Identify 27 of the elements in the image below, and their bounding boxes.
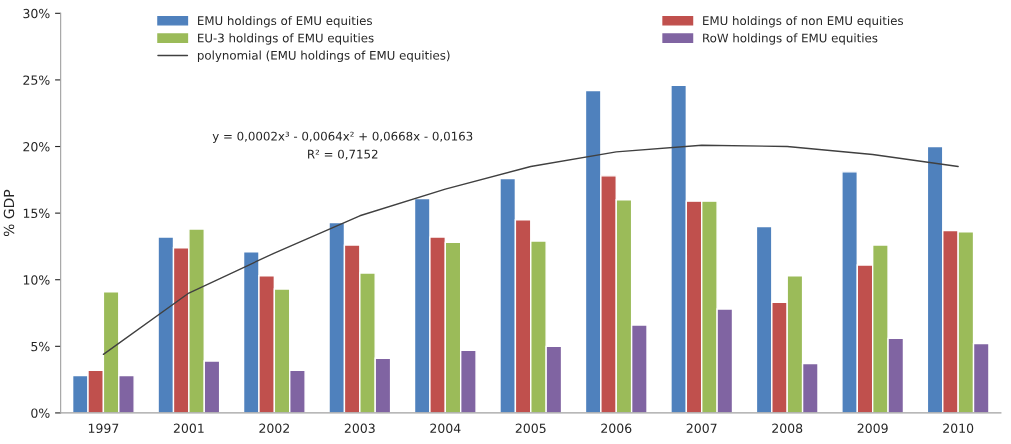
legend-label: RoW holdings of EMU equities: [703, 33, 878, 45]
y-tick-label: 0%: [31, 408, 50, 418]
x-tick-label: 2007: [686, 423, 717, 434]
x-tick-label: 2008: [772, 423, 803, 434]
legend-label: polynomial (EMU holdings of EMU equities): [197, 50, 450, 63]
x-tick-label: 2006: [601, 423, 632, 434]
y-tick-label: 15%: [23, 208, 50, 219]
x-tick-label: 2010: [943, 423, 974, 434]
x-tick-label: 2004: [430, 423, 461, 434]
x-tick-label: 2002: [259, 423, 289, 434]
annotation: y = 0,0002x³ - 0,0064x² + 0,0668x - 0,0163: [212, 131, 473, 143]
x-tick-label: 2009: [857, 423, 888, 434]
line-series: [102, 144, 959, 356]
legend-label: EMU holdings of non EMU equities: [703, 15, 904, 28]
y-tick-label: 25%: [23, 75, 50, 85]
y-tick-label: 5%: [31, 341, 50, 352]
x-tick-label: 1997: [88, 423, 119, 434]
y-axis-title: % GDP: [3, 189, 15, 237]
x-tick-label: 2001: [173, 423, 204, 434]
x-tick-label: 2005: [515, 423, 546, 434]
legend-label: EU-3 holdings of EMU equities: [198, 33, 374, 45]
y-tick-label: 30%: [23, 8, 50, 19]
y-tick-label: 20%: [23, 141, 50, 152]
legend-label: EMU holdings of EMU equities: [198, 15, 373, 28]
annotation: R² = 0,7152: [308, 149, 378, 160]
y-tick-label: 10%: [23, 275, 50, 285]
x-tick-label: 2003: [344, 423, 375, 434]
